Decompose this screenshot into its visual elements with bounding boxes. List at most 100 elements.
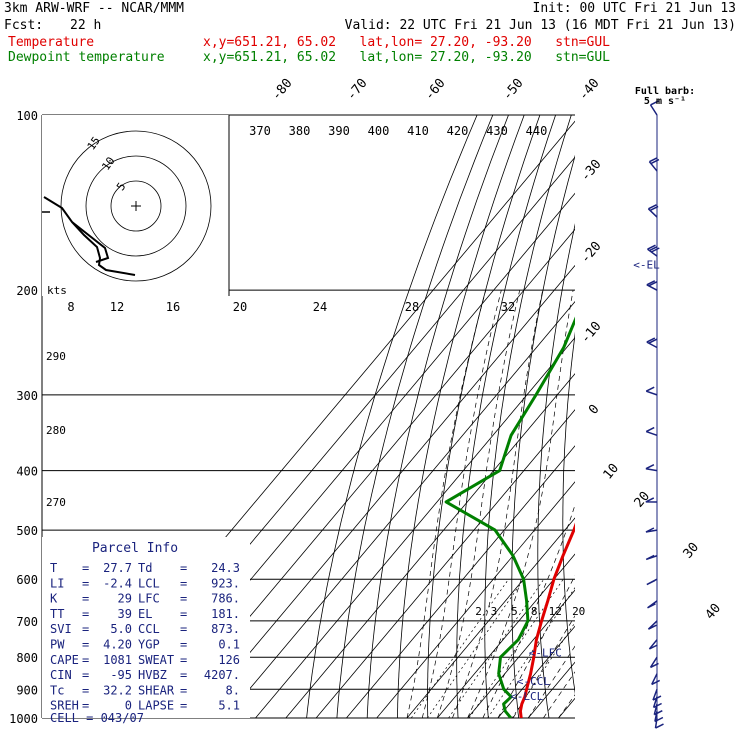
parcel-eq: = [82, 699, 89, 713]
isotherm-line [436, 553, 575, 718]
isotherm-line [315, 409, 575, 718]
wind-barb [645, 527, 658, 533]
moist-adiabat-line [527, 645, 575, 718]
temperature-scale-label: 28 [405, 300, 419, 314]
parcel-eq: = [82, 668, 89, 682]
wind-barb [654, 717, 664, 729]
dry-adiabat-line [456, 115, 556, 718]
parcel-label: Tc [50, 683, 64, 697]
moist-adiabat-line [421, 290, 502, 718]
parcel-value: 5.1 [218, 699, 240, 713]
parcel-eq: = [180, 683, 187, 697]
isotherm-line [346, 445, 575, 718]
parcel-eq: = [180, 653, 187, 667]
level-marker: <-EL [633, 259, 660, 272]
pressure-label: 700 [16, 615, 38, 629]
pressure-label: 1000 [9, 712, 38, 726]
hodograph-ring [85, 155, 187, 257]
wind-barb [645, 497, 658, 503]
parcel-label: LCL [138, 576, 160, 590]
dewpoint-legend: Dewpoint temperature [8, 50, 165, 65]
moist-adiabat-line [436, 290, 521, 718]
init-time: Init: 00 UTC Fri 21 Jun 13 [532, 1, 737, 16]
barb-legend-unit: 5 m s⁻¹ [644, 96, 686, 107]
dry-adiabat-line [654, 115, 700, 718]
dry-adiabat-label: 290 [46, 350, 66, 363]
mixing-ratio-label: 12 [549, 605, 562, 618]
parcel-label: YGP [138, 638, 160, 652]
isotherm-line [527, 661, 575, 718]
parcel-label: LI [50, 576, 64, 590]
moist-adiabat-line [406, 290, 487, 718]
wind-barb [645, 554, 658, 561]
parcel-value: 873. [211, 622, 240, 636]
isotherm-label: -80 [269, 76, 296, 104]
parcel-label: CAPE [50, 653, 79, 667]
temperature-scale-label: 8 [67, 300, 74, 314]
parcel-label: SVI [50, 622, 72, 636]
dry-adiabat-label: 280 [46, 424, 66, 437]
parcel-value: 39 [118, 607, 132, 621]
temperature-scale-label: 20 [233, 300, 247, 314]
barb-legend-title: Full barb: [635, 86, 695, 97]
theta-label: 440 [526, 124, 548, 138]
mixing-ratio-label: 2 [475, 605, 482, 618]
hodograph-ring [60, 130, 212, 282]
theta-label: 430 [486, 124, 508, 138]
dry-adiabat-line [537, 223, 575, 718]
mixing-ratio-label: 5 [511, 605, 518, 618]
parcel-info-row: Tc = 32.2 SHEAR = 8. [50, 683, 240, 697]
theta-label: 410 [407, 124, 429, 138]
isotherm-line [255, 337, 575, 718]
valid-time: Valid: 22 UTC Fri 21 Jun 13 (16 MDT Fri … [344, 18, 736, 33]
wind-barb [646, 280, 658, 291]
parcel-value: 29 [118, 592, 132, 606]
temperature-legend: Temperature [8, 35, 95, 50]
pressure-label: 200 [16, 284, 38, 298]
wind-barb [648, 639, 658, 650]
pressure-label: 100 [16, 109, 38, 123]
parcel-eq: = [180, 607, 187, 621]
wind-barb [646, 337, 658, 349]
pressure-label: 400 [16, 465, 38, 479]
wind-barb [645, 464, 658, 472]
isotherm-line [406, 517, 575, 718]
parcel-value: 8. [226, 683, 240, 697]
parcel-value: 32.2 [103, 683, 132, 697]
parcel-eq: = [180, 638, 187, 652]
parcel-info-panel: Parcel Info T = 27.7 Td = 24.3 LI = -2.4 LCL = 923. K… [42, 537, 250, 725]
isotherm-label: -30 [578, 157, 605, 185]
wind-barb [652, 689, 662, 701]
theta-label: 390 [328, 124, 350, 138]
parcel-eq: = [82, 653, 89, 667]
parcel-eq: = [180, 561, 187, 575]
parcel-label: EL [138, 607, 152, 621]
parcel-eq: = [180, 592, 187, 606]
moist-adiabat-line [558, 694, 575, 718]
theta-label: 380 [289, 124, 311, 138]
temperature-scale-label: 32 [501, 300, 515, 314]
wind-barb [651, 673, 661, 686]
parcel-info-row: T = 27.7 Td = 24.3 [50, 561, 240, 575]
hodograph-trace [43, 196, 136, 276]
dry-adiabat-line [610, 115, 650, 718]
parcel-panel-bg [42, 537, 250, 718]
parcel-value: 181. [211, 607, 240, 621]
parcel-eq: = [82, 622, 89, 636]
wind-barb [647, 620, 658, 630]
wind-barb [645, 386, 658, 396]
parcel-eq: = [82, 607, 89, 621]
temperature-scale-label: 24 [313, 300, 327, 314]
parcel-value: 923. [211, 576, 240, 590]
isotherm-label: -20 [578, 239, 605, 267]
isotherm-line [376, 481, 575, 718]
forecast-label: Fcst: [4, 18, 44, 33]
dry-adiabat-line [397, 115, 525, 718]
dry-adiabat-line [587, 115, 634, 718]
wind-barb [649, 100, 659, 116]
parcel-info-row: SREH = 0 LAPSE = 5.1 [50, 699, 240, 713]
wind-barb [647, 244, 660, 257]
parcel-label: PW [50, 638, 65, 652]
theta-label: 370 [249, 124, 271, 138]
dewpoint-profile [444, 316, 575, 718]
